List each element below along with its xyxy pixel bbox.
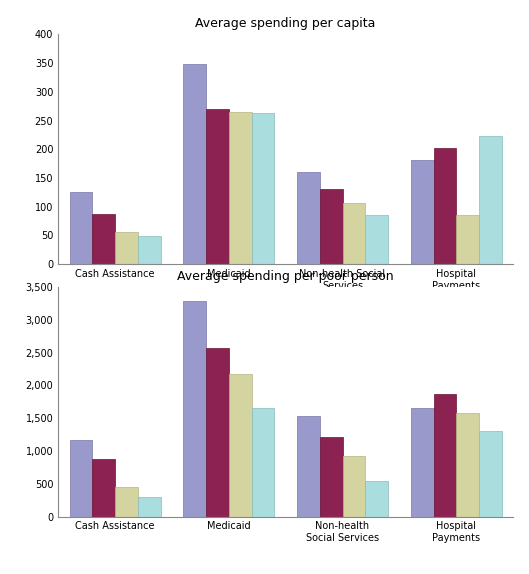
Bar (206, 109, 229, 264)
Bar (320, 437, 343, 517)
Bar (115, 487, 138, 517)
Title: Average spending per poor person: Average spending per poor person (177, 270, 394, 283)
Bar (138, 497, 161, 517)
Bar (93, 459, 115, 517)
Bar (320, 189, 343, 264)
Bar (138, 236, 161, 264)
Bar (456, 215, 479, 264)
Bar (229, 112, 252, 264)
Bar (343, 456, 366, 517)
Bar (343, 203, 366, 264)
Bar (183, 301, 206, 517)
Bar (479, 431, 501, 517)
Bar (411, 160, 434, 264)
Bar (206, 348, 229, 517)
Bar (297, 172, 320, 264)
Bar (365, 481, 388, 517)
Bar (93, 214, 115, 264)
Bar (229, 374, 252, 517)
Bar (434, 394, 456, 517)
Bar (70, 192, 93, 264)
Bar (252, 408, 275, 517)
Legend: Quartile 1, Quartile 2, Quartile 3, Quartile 4: Quartile 1, Quartile 2, Quartile 3, Quar… (141, 320, 430, 338)
Bar (252, 113, 275, 264)
Bar (183, 64, 206, 264)
Bar (365, 215, 388, 264)
Bar (70, 440, 93, 517)
Bar (479, 136, 501, 264)
Title: Average spending per capita: Average spending per capita (196, 17, 376, 30)
Bar (411, 408, 434, 517)
Bar (434, 148, 456, 264)
Bar (115, 232, 138, 264)
Bar (456, 413, 479, 517)
Bar (297, 416, 320, 517)
